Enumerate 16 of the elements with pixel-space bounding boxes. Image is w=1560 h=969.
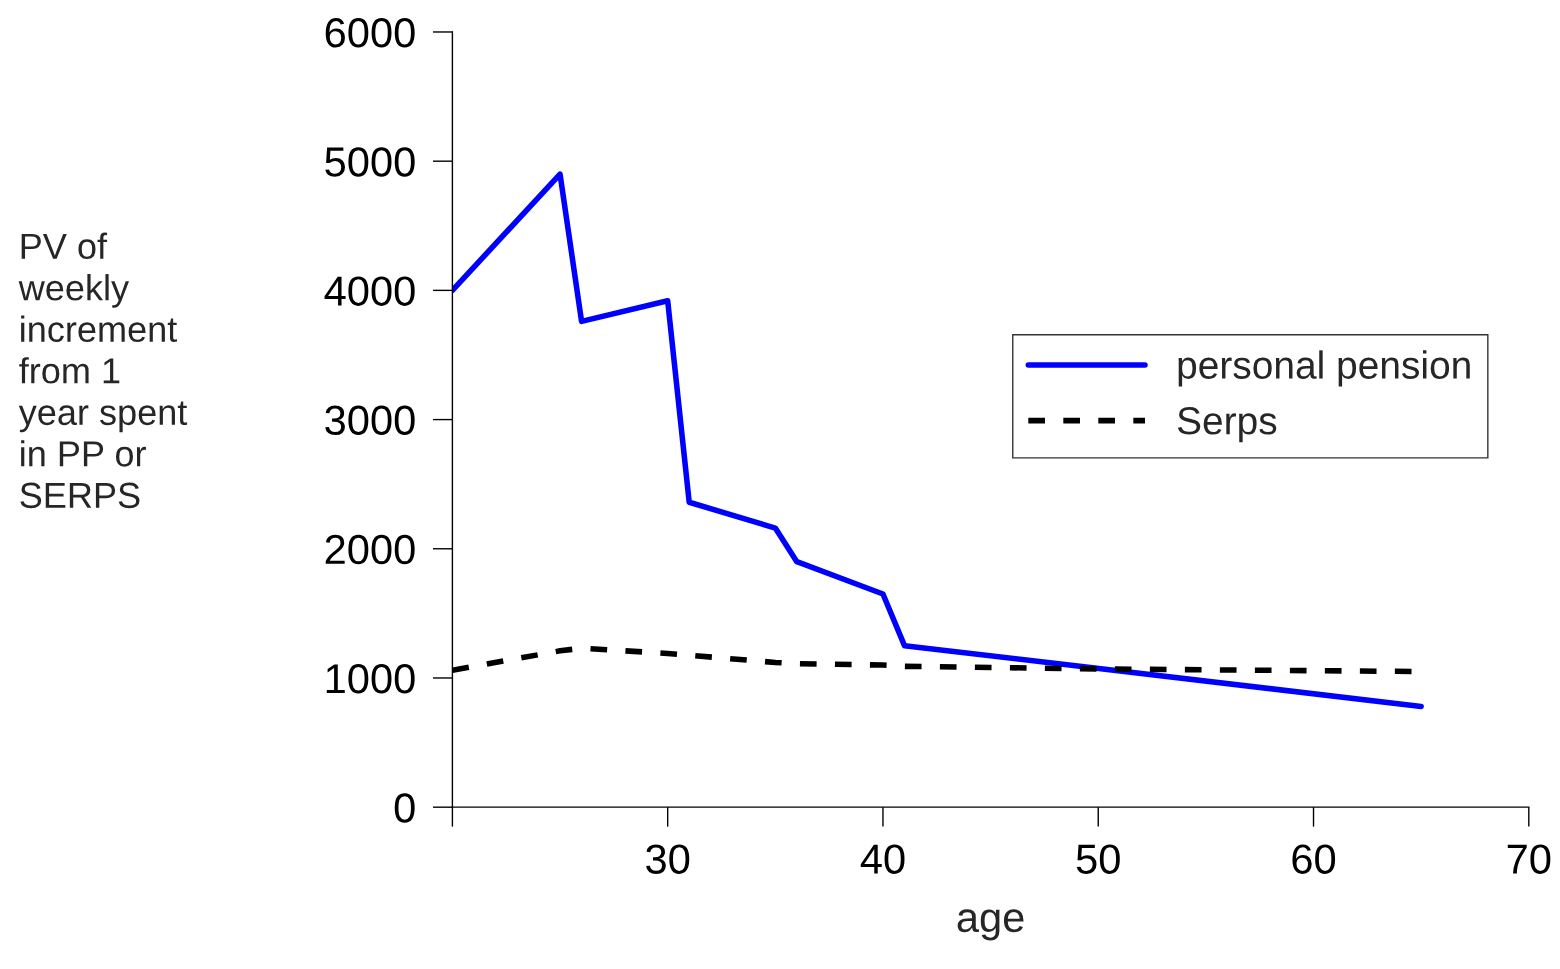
x-tick-label: 40 — [860, 844, 905, 874]
x-tick-label: 30 — [646, 844, 690, 874]
y-tick-label: 2000 — [325, 534, 415, 565]
y-tick-label: 5000 — [325, 147, 415, 177]
legend-label: Serps — [1177, 407, 1277, 443]
y-tick-label: 0 — [394, 793, 415, 823]
y-tick-label: 6000 — [325, 17, 415, 48]
y-tick-label: 1000 — [326, 663, 415, 694]
y-axis-title: PV of weekly increment from 1 year spent in PP or SERPS — [18, 232, 188, 509]
y-tick-label: 4000 — [324, 276, 415, 306]
x-tick-label: 60 — [1292, 844, 1336, 874]
legend-label: personal pension — [1178, 350, 1470, 387]
x-axis-title: age — [957, 909, 1024, 941]
x-tick-label: 50 — [1076, 844, 1120, 874]
x-tick-label: 70 — [1507, 844, 1551, 874]
y-tick-label: 3000 — [325, 405, 415, 436]
